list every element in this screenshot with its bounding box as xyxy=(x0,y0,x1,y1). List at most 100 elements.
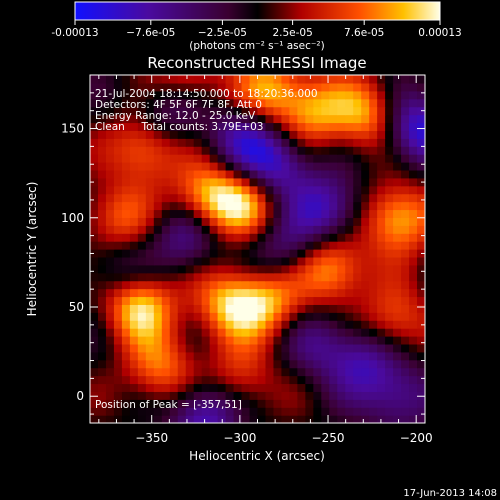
heatmap-cell xyxy=(105,169,115,179)
heatmap-cell xyxy=(193,272,203,282)
heatmap-cell xyxy=(113,114,123,124)
heatmap-cell xyxy=(201,162,211,171)
heatmap-cell xyxy=(209,249,219,258)
heatmap-cell xyxy=(169,312,179,321)
heatmap-cell xyxy=(321,399,330,408)
heatmap-cell xyxy=(145,75,155,84)
heatmap-cell xyxy=(369,367,378,377)
heatmap-cell xyxy=(225,225,235,234)
heatmap-cell xyxy=(201,367,211,377)
heatmap-cell xyxy=(393,82,402,92)
heatmap-cell xyxy=(161,217,171,226)
heatmap-cell xyxy=(361,256,370,266)
heatmap-cell xyxy=(185,233,195,242)
heatmap-cell xyxy=(337,359,346,369)
heatmap-cell xyxy=(281,201,291,211)
heatmap-cell xyxy=(121,154,131,163)
heatmap-cell xyxy=(129,177,139,187)
heatmap-cell xyxy=(161,391,171,400)
heatmap-cell xyxy=(337,114,346,124)
heatmap-cell xyxy=(225,146,235,155)
heatmap-cell xyxy=(129,217,139,226)
heatmap-cell xyxy=(201,233,211,242)
heatmap-cell xyxy=(313,162,322,171)
heatmap-cell xyxy=(377,296,386,305)
heatmap-cell xyxy=(97,193,107,203)
heatmap-cell xyxy=(185,146,195,155)
heatmap-cell xyxy=(273,367,283,377)
heatmap-cell xyxy=(409,169,418,179)
heatmap-cell xyxy=(417,75,425,84)
heatmap-cell xyxy=(169,193,179,203)
heatmap-cell xyxy=(121,407,131,416)
heatmap-cell xyxy=(153,98,163,108)
heatmap-cell xyxy=(145,169,155,179)
heatmap-cell xyxy=(241,375,251,385)
heatmap-cell xyxy=(121,106,131,116)
heatmap-cell xyxy=(385,359,394,369)
heatmap-cell xyxy=(297,122,306,131)
heatmap-cell xyxy=(121,399,131,408)
heatmap-cell xyxy=(401,154,410,163)
heatmap-cell xyxy=(409,367,418,377)
heatmap-cell xyxy=(193,312,203,321)
heatmap-cell xyxy=(97,399,107,408)
heatmap-cell xyxy=(281,146,291,155)
heatmap-cell xyxy=(369,399,378,408)
heatmap-cell xyxy=(377,320,386,329)
heatmap-cell xyxy=(345,209,354,218)
heatmap-cell xyxy=(329,272,338,282)
heatmap-cell xyxy=(273,217,283,226)
heatmap-cell xyxy=(161,162,171,171)
heatmap-cell xyxy=(257,407,267,416)
heatmap-cell xyxy=(353,154,362,163)
heatmap-cell xyxy=(417,154,425,163)
heatmap-cell xyxy=(193,169,203,179)
heatmap-cell xyxy=(161,288,171,298)
heatmap-cell xyxy=(321,98,330,108)
heatmap-cell xyxy=(417,256,425,266)
heatmap-cell xyxy=(289,320,298,329)
heatmap-cell xyxy=(361,209,370,218)
heatmap-cell xyxy=(233,114,243,124)
heatmap-cell xyxy=(225,177,235,187)
heatmap-cell xyxy=(241,264,251,274)
heatmap-cell xyxy=(289,375,298,385)
heatmap-cell xyxy=(97,130,107,139)
heatmap-cell xyxy=(329,225,338,234)
heatmap-cell xyxy=(105,193,115,203)
heatmap-cell xyxy=(305,415,314,423)
heatmap-cell xyxy=(113,162,123,171)
heatmap-cell xyxy=(129,241,139,250)
heatmap-cell xyxy=(161,138,171,147)
heatmap-cell xyxy=(105,351,115,361)
heatmap-cell xyxy=(281,328,291,337)
heatmap-cell xyxy=(177,351,187,361)
heatmap-cell xyxy=(297,177,306,187)
heatmap-cell xyxy=(289,185,298,195)
heatmap-cell xyxy=(185,359,195,369)
heatmap-cell xyxy=(137,106,147,116)
heatmap-cell xyxy=(417,225,425,234)
heatmap-cell xyxy=(209,256,219,266)
heatmap-cell xyxy=(217,264,227,274)
heatmap-cell xyxy=(185,249,195,258)
heatmap-cell xyxy=(153,304,163,313)
heatmap-cell xyxy=(329,201,338,211)
heatmap-cell xyxy=(353,296,362,305)
heatmap-cell xyxy=(273,312,283,321)
heatmap-cell xyxy=(385,288,394,298)
heatmap-cell xyxy=(193,343,203,353)
heatmap-cell xyxy=(265,193,275,203)
heatmap-cell xyxy=(337,351,346,361)
heatmap-cell xyxy=(249,399,259,408)
heatmap-cell xyxy=(233,106,243,116)
heatmap-cell xyxy=(393,375,402,385)
heatmap-cell xyxy=(129,249,139,258)
heatmap-cell xyxy=(225,122,235,131)
heatmap-cell xyxy=(281,312,291,321)
heatmap-cell xyxy=(257,288,267,298)
heatmap-cell xyxy=(377,82,386,92)
heatmap-cell xyxy=(193,90,203,100)
heatmap-cell xyxy=(249,75,259,84)
